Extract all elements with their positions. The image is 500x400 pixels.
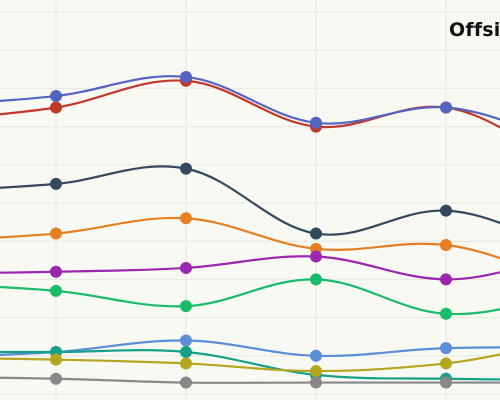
series-3 bbox=[0, 162, 500, 240]
series-4 bbox=[0, 212, 500, 260]
data-point[interactable] bbox=[310, 349, 322, 362]
data-point[interactable] bbox=[310, 273, 322, 286]
data-point[interactable] bbox=[440, 273, 452, 286]
data-point[interactable] bbox=[440, 307, 452, 320]
data-point[interactable] bbox=[310, 116, 322, 129]
data-point[interactable] bbox=[180, 300, 192, 313]
data-point[interactable] bbox=[440, 357, 452, 370]
data-point[interactable] bbox=[180, 261, 192, 274]
series-6 bbox=[0, 273, 500, 320]
data-point[interactable] bbox=[440, 101, 452, 114]
chart-title: Offsit bbox=[449, 19, 500, 41]
data-point[interactable] bbox=[180, 212, 192, 225]
series-line bbox=[0, 339, 500, 358]
data-point[interactable] bbox=[50, 177, 62, 190]
data-point[interactable] bbox=[180, 345, 192, 358]
data-point[interactable] bbox=[50, 227, 62, 240]
data-point[interactable] bbox=[440, 342, 452, 355]
data-point[interactable] bbox=[310, 227, 322, 240]
series-9 bbox=[0, 353, 500, 378]
data-point[interactable] bbox=[50, 101, 62, 114]
series-5 bbox=[0, 250, 500, 286]
data-point[interactable] bbox=[440, 239, 452, 252]
data-point[interactable] bbox=[440, 376, 452, 389]
data-point[interactable] bbox=[180, 376, 192, 389]
data-point[interactable] bbox=[440, 204, 452, 217]
data-point[interactable] bbox=[180, 162, 192, 175]
series-2 bbox=[0, 70, 500, 129]
data-point[interactable] bbox=[50, 353, 62, 366]
data-point[interactable] bbox=[180, 334, 192, 347]
data-point[interactable] bbox=[50, 284, 62, 297]
data-point[interactable] bbox=[310, 365, 322, 378]
data-point[interactable] bbox=[50, 265, 62, 278]
data-point[interactable] bbox=[310, 376, 322, 389]
data-point[interactable] bbox=[310, 250, 322, 263]
series-line bbox=[0, 255, 500, 281]
series-line bbox=[0, 216, 500, 260]
series-10 bbox=[0, 372, 500, 389]
series-line bbox=[0, 165, 500, 236]
data-point[interactable] bbox=[50, 372, 62, 385]
data-point[interactable] bbox=[180, 70, 192, 83]
data-point[interactable] bbox=[180, 357, 192, 370]
series-line bbox=[0, 75, 500, 125]
series-line bbox=[0, 278, 500, 316]
series-7 bbox=[0, 334, 500, 362]
data-point[interactable] bbox=[50, 90, 62, 103]
